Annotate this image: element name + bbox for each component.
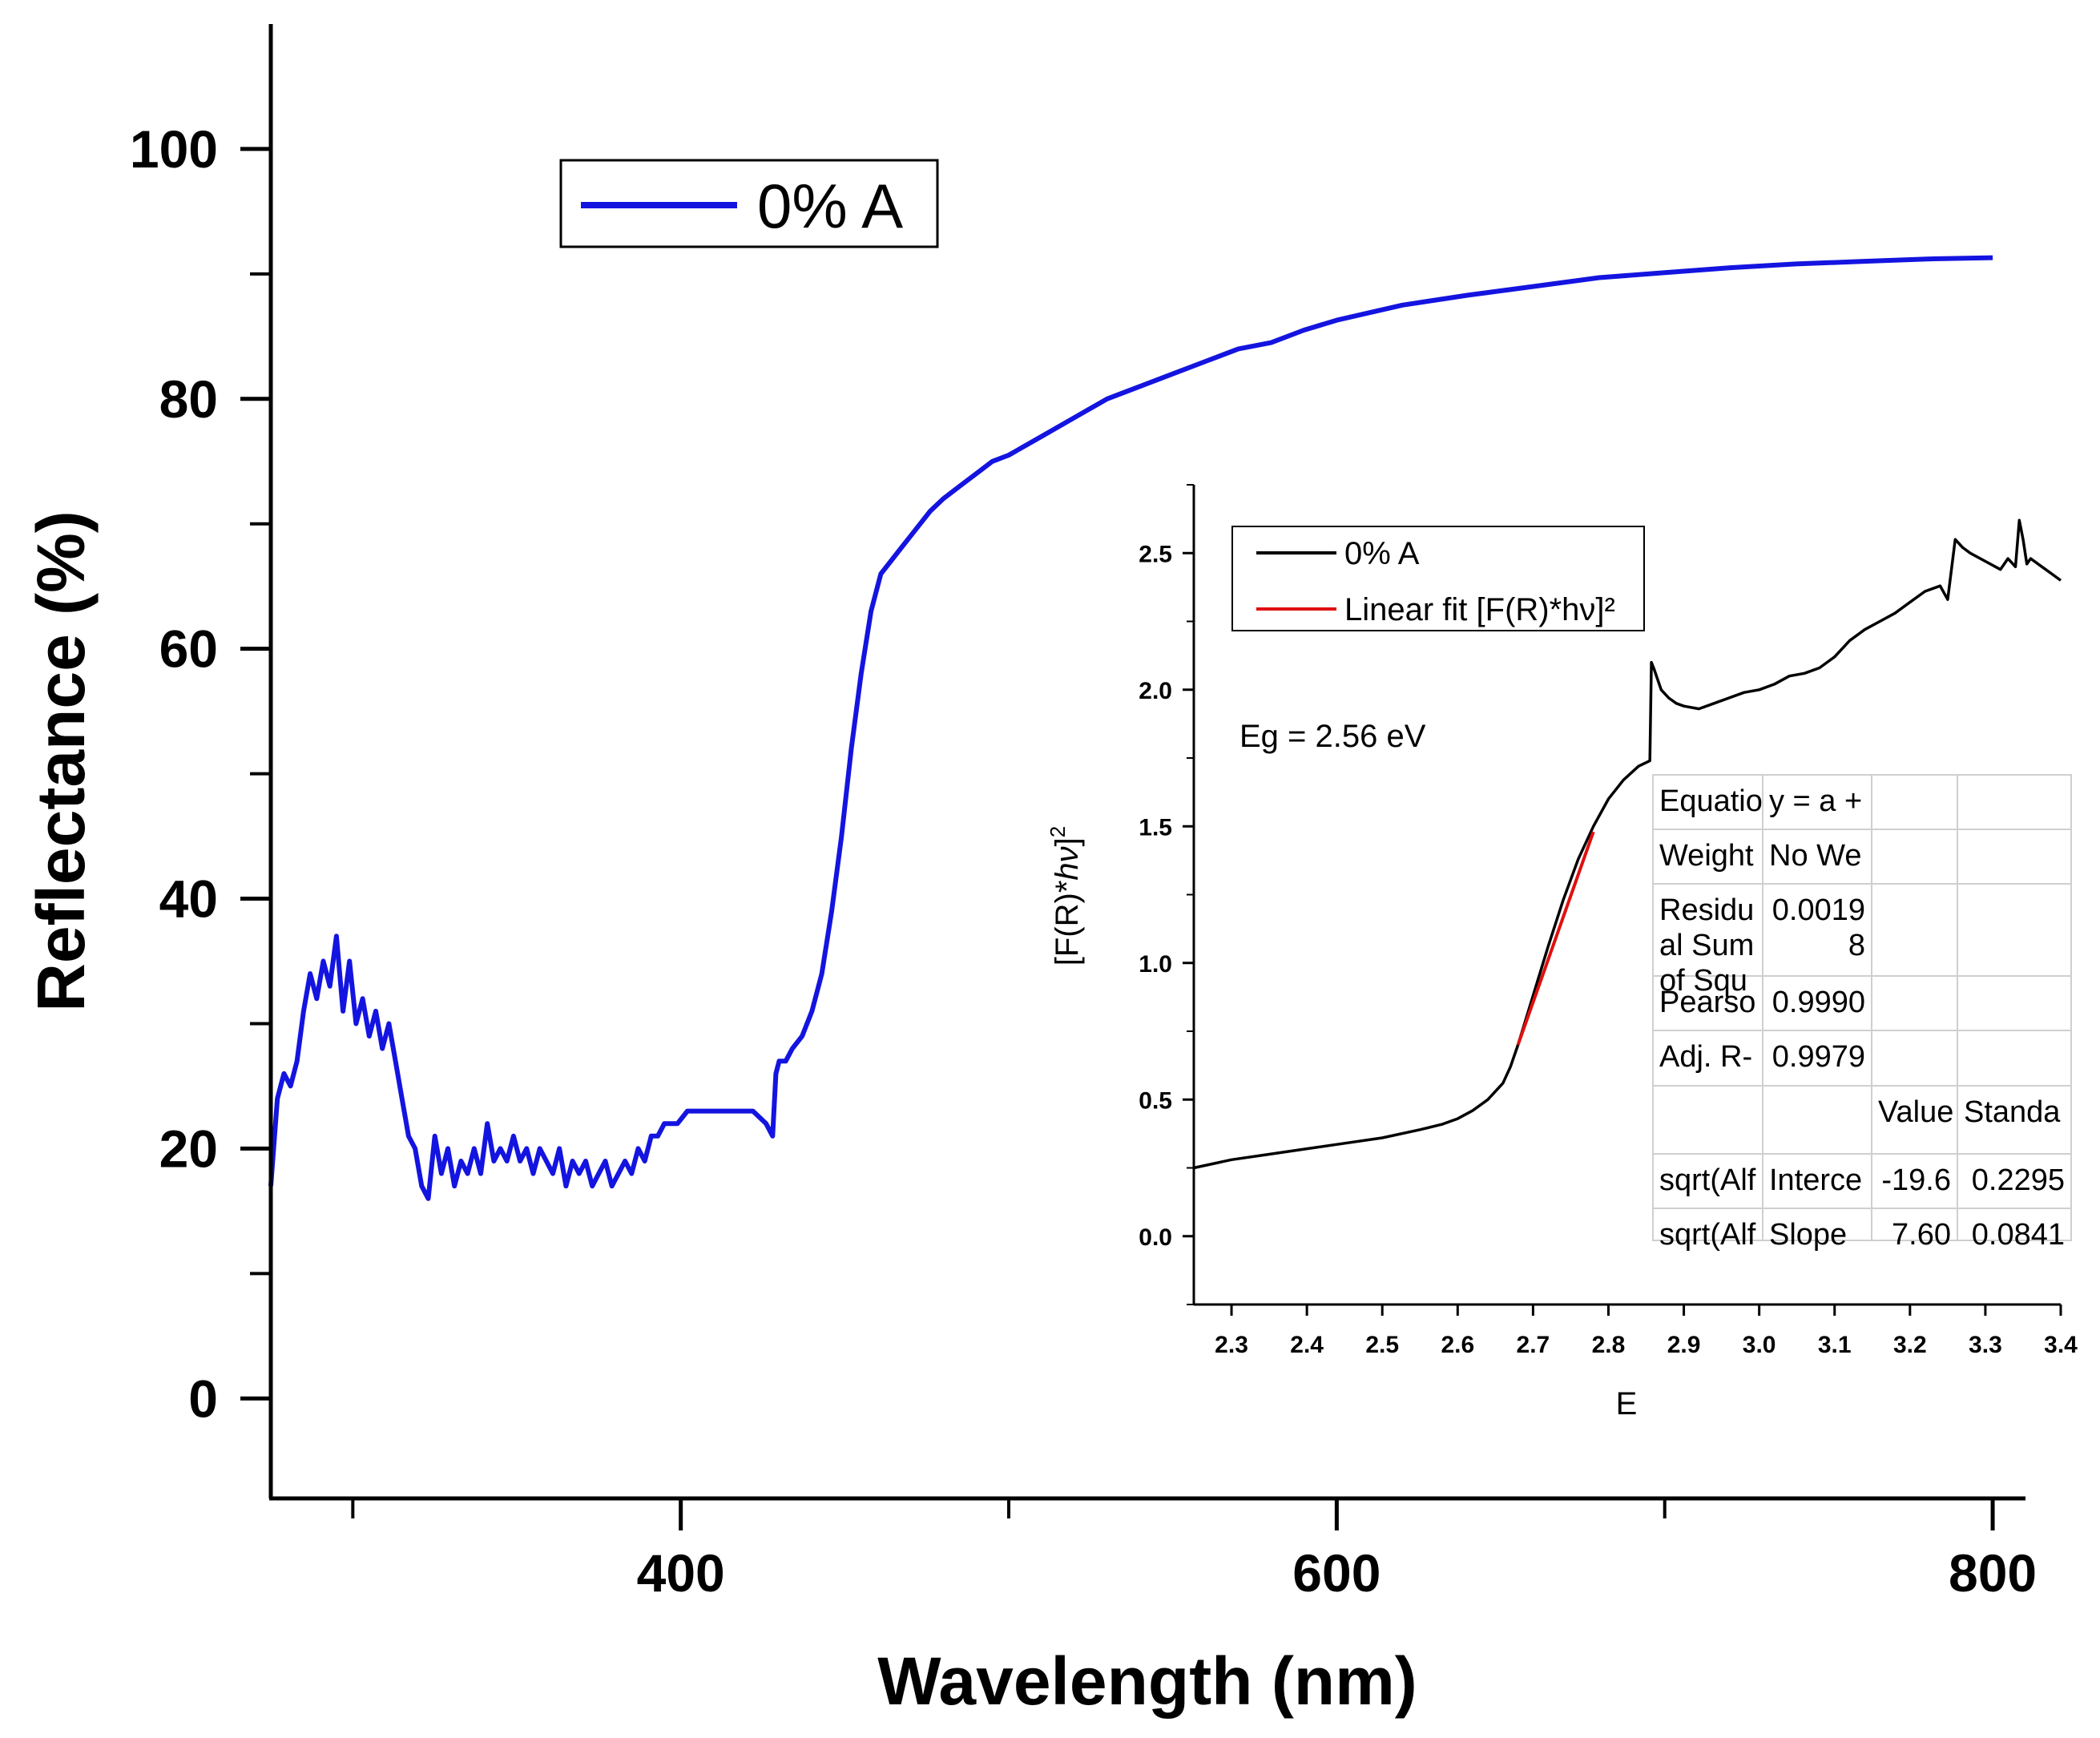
inset-legend: 0% A Linear fit [F(R)*hν]²	[1231, 526, 1645, 631]
inset-legend-label-data: 0% A	[1344, 536, 1420, 571]
main-x-axis-label: Wavelength (nm)	[877, 1643, 1417, 1719]
inset-x-axis-label: E	[1616, 1386, 1638, 1421]
inset-y-tick-label: 1.0	[1139, 951, 1172, 978]
main-y-tick-label: 40	[159, 869, 218, 929]
fit-table-cell: sqrt(Alf	[1659, 1163, 1756, 1197]
main-y-tick-label: 60	[159, 619, 218, 679]
inset-x-tick-label: 2.5	[1365, 1332, 1399, 1358]
fit-table-cell: Pearso	[1659, 986, 1755, 1019]
main-y-ticks: 0 20 40 60 80 100	[130, 119, 271, 1428]
inset-y-tick-label: 2.5	[1139, 541, 1172, 567]
fit-table-cell: y = a +	[1769, 784, 1862, 818]
main-legend: 0% A	[559, 159, 939, 248]
fit-table-cell: Interce	[1769, 1163, 1862, 1197]
main-chart: 0 20 40 60 80 100 400 600 800 Wavelength (nm) R…	[23, 24, 2037, 1719]
main-y-tick-label: 80	[159, 369, 218, 429]
inset-x-tick-label: 3.3	[1969, 1332, 2002, 1358]
inset-y-tick-label: 0.5	[1139, 1087, 1172, 1114]
fit-table-cell: -19.6	[1881, 1163, 1951, 1197]
inset-x-tick-label: 2.4	[1290, 1332, 1324, 1358]
fit-table-cell: 0.9990	[1772, 986, 1865, 1019]
main-legend-label: 0% A	[757, 171, 903, 241]
fit-table-cell: Residu	[1659, 893, 1754, 927]
main-x-tick-label: 400	[637, 1543, 725, 1603]
main-x-tick-label: 800	[1949, 1543, 2037, 1603]
inset-x-tick-label: 2.9	[1667, 1332, 1701, 1358]
fit-table-cell: 0.2295	[1972, 1163, 2065, 1197]
fit-table-cell: Standa	[1964, 1095, 2061, 1129]
inset-x-tick-label: 3.2	[1893, 1332, 1927, 1358]
fit-table-cell: 7.60	[1892, 1218, 1951, 1252]
fit-table-cell: No We	[1769, 839, 1861, 873]
fit-table-cell: Slope	[1769, 1218, 1847, 1252]
fit-table-cell: Equatio	[1659, 784, 1763, 818]
inset-x-tick-label: 2.6	[1441, 1332, 1474, 1358]
main-x-tick-label: 600	[1292, 1543, 1381, 1603]
fit-table-cell: Value	[1878, 1095, 1953, 1129]
inset-x-tick-label: 3.1	[1818, 1332, 1852, 1358]
inset-linear-fit-line	[1516, 831, 1595, 1046]
fit-table-frame	[1652, 774, 2072, 1241]
main-y-tick-label: 20	[159, 1119, 218, 1178]
fit-table-cell: sqrt(Alf	[1659, 1218, 1756, 1252]
fit-table-cell: Adj. R-	[1659, 1040, 1752, 1074]
fit-table-cell: Weight	[1659, 839, 1754, 873]
fit-table-cell: al Sum	[1659, 929, 1754, 962]
inset-y-tick-label: 1.5	[1139, 814, 1172, 841]
inset-x-tick-label: 2.8	[1592, 1332, 1626, 1358]
inset-series-line	[1193, 518, 2062, 1170]
inset-y-axis-label: [F(R)*hν]2	[1046, 826, 1085, 966]
inset-x-tick-label: 3.0	[1743, 1332, 1776, 1358]
main-y-tick-label: 100	[130, 119, 218, 179]
fit-table-cell: 0.9979	[1772, 1040, 1865, 1074]
main-y-tick-label: 0	[188, 1369, 218, 1428]
inset-y-tick-label: 0.0	[1139, 1224, 1172, 1251]
fit-table-cell: 0.0019	[1772, 893, 1865, 927]
main-y-axis-label: Reflectance (%)	[23, 510, 99, 1012]
inset-y-tick-label: 2.0	[1139, 678, 1172, 704]
fit-table-cell: of Squ	[1659, 964, 1747, 998]
main-x-ticks: 400 600 800	[351, 1498, 2037, 1603]
inset-x-tick-label: 2.3	[1215, 1332, 1248, 1358]
inset-x-tick-label: 3.4	[2044, 1332, 2078, 1358]
fit-table-cell: 8	[1848, 929, 1865, 962]
inset-x-ticks: 2.3 2.4 2.5 2.6 2.7 2.8 2.9 3.0 3.1 3.2 3.3 3.4	[1215, 1305, 2078, 1358]
inset-chart: 0.0 0.5 1.0 1.5 2.0 2.5 2.3 2.4 2.5 2.6 2.7 2.8 2.9…	[1046, 484, 2078, 1421]
inset-legend-box	[1231, 526, 1645, 631]
inset-legend-label-fit: Linear fit [F(R)*hν]²	[1344, 592, 1615, 627]
inset-y-ticks: 0.0 0.5 1.0 1.5 2.0 2.5	[1139, 484, 1194, 1305]
main-series-line	[268, 255, 1993, 1201]
bandgap-annotation: Eg = 2.56 eV	[1239, 719, 1426, 754]
inset-x-tick-label: 2.7	[1517, 1332, 1550, 1358]
fit-table-cell: 0.0841	[1972, 1218, 2065, 1252]
